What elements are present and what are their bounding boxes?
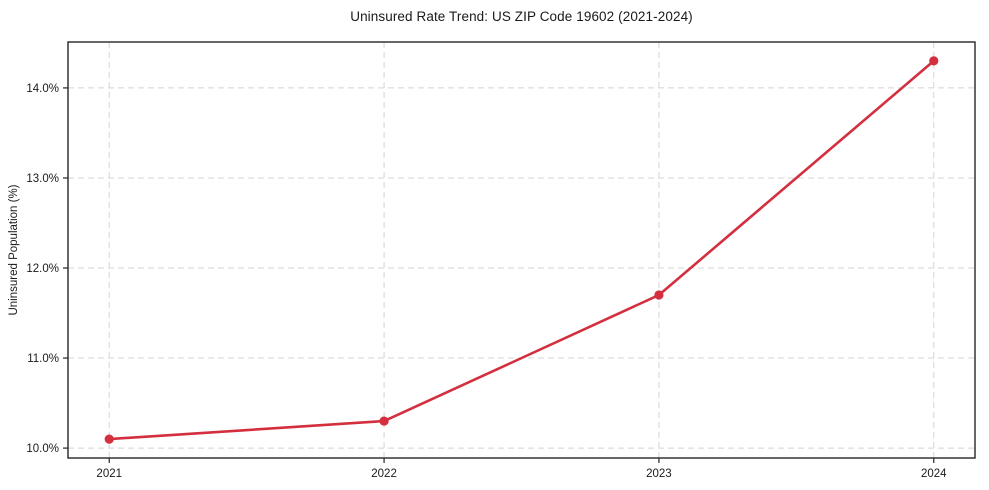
y-tick-label: 13.0% [26,173,59,185]
plot-border [67,41,976,459]
data-point-2024 [929,56,939,66]
data-point-2023 [654,290,664,300]
y-tick-label: 12.0% [26,263,59,275]
chart-title: Uninsured Rate Trend: US ZIP Code 19602 … [350,9,693,24]
y-tick-label: 10.0% [26,443,59,455]
x-tick-label: 2023 [646,468,672,480]
y-tick-label: 11.0% [27,353,59,365]
data-point-2022 [379,416,389,426]
data-point-2021 [104,434,114,444]
x-tick-label: 2024 [921,468,947,480]
x-tick-label: 2022 [371,468,397,480]
y-tick-label: 14.0% [26,83,59,95]
x-tick-label: 2021 [96,468,122,480]
trend-line [107,59,936,441]
